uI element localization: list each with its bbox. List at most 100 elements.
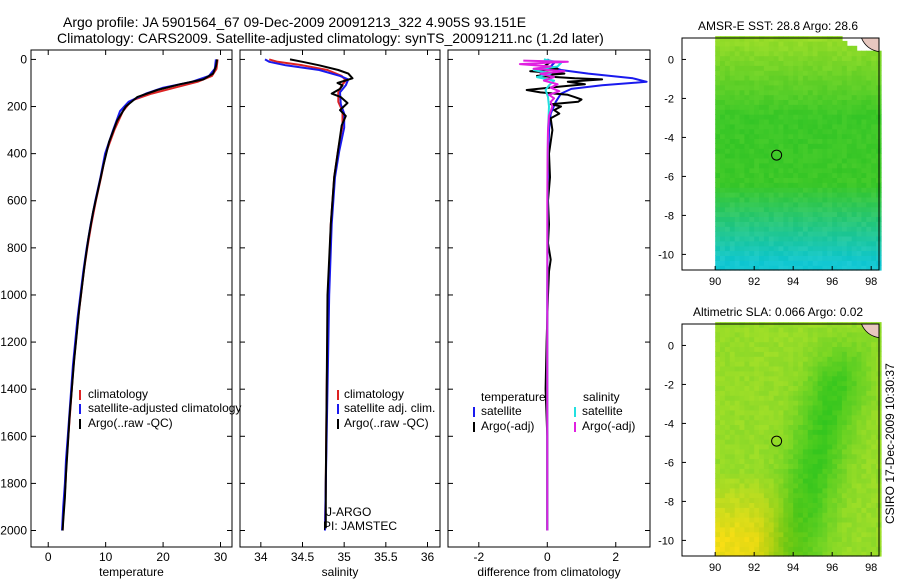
sst_map-cell (754, 206, 760, 213)
sst_map-cell (778, 138, 784, 144)
sla_map-cell (832, 404, 838, 411)
sla_map-cell (783, 341, 789, 347)
sla_map-cell (759, 443, 765, 450)
sla_map-cell (807, 380, 814, 386)
depth-tick-label: 1200 (0, 335, 27, 349)
sla_map-cell (802, 429, 809, 435)
sst_map-cell (720, 192, 726, 198)
sst_map-cell (856, 128, 863, 135)
sla_map-cell (724, 526, 731, 533)
sla_map-cell (861, 375, 867, 382)
sla_map-cell (807, 336, 814, 343)
sla_map-cell (812, 356, 819, 362)
sst_map-cell (822, 133, 828, 139)
sst_map-cell (802, 192, 809, 198)
sst_map-cell (861, 99, 867, 105)
sst_map-cell (783, 123, 789, 130)
sst_map-cell (729, 226, 736, 232)
sst_map-cell (832, 187, 838, 193)
sst_map-cell (802, 114, 809, 120)
sst_map-cell (871, 260, 877, 266)
sst_map-cell (841, 167, 848, 174)
sst_map-cell (817, 114, 824, 120)
sla_map-cell (788, 453, 794, 460)
sst_map-cell (749, 133, 755, 139)
sst_map-cell (802, 60, 809, 66)
sla_map-cell (871, 468, 877, 474)
sst_map-cell (773, 172, 780, 178)
sst_map-cell (739, 162, 745, 169)
sst_map-cell (754, 187, 760, 193)
sla_map-cell (841, 502, 848, 508)
sla_map-cell (744, 356, 750, 362)
sla_map-cell (866, 463, 872, 469)
sst_map-cell (783, 231, 789, 237)
sla_map-cell (783, 526, 789, 533)
sla_map-cell (827, 400, 833, 406)
sla_map-cell (739, 546, 745, 552)
sla_map-cell (739, 341, 745, 347)
temperature-xtick-label: 10 (99, 550, 113, 564)
sla_map-cell (861, 453, 867, 460)
sst_map-cell (729, 104, 736, 110)
sla_map-cell (807, 385, 814, 391)
sla_map-cell (763, 404, 770, 411)
sst_map-cell (754, 226, 760, 232)
sst_map-cell (788, 75, 794, 81)
sla_map-cell (802, 375, 809, 382)
sst_map-cell (773, 123, 780, 130)
sla_map-cell (720, 356, 726, 362)
sst_map-cell (729, 75, 736, 81)
sst_map-cell (773, 231, 780, 237)
sst_map-cell (832, 114, 838, 120)
sst_map-cell (739, 40, 745, 47)
sst_map-cell (851, 231, 858, 237)
sla_map-cell (744, 502, 750, 508)
sla_map-cell (851, 356, 858, 362)
sla_map-cell (827, 478, 833, 484)
sla_map-cell (793, 468, 799, 474)
sst_map-cell (798, 240, 804, 247)
sla_map-cell (802, 463, 809, 469)
sst_map-cell (812, 216, 819, 222)
sla_map-cell (724, 497, 731, 503)
sst_map-cell (812, 177, 819, 183)
sst_map-cell (778, 226, 784, 232)
sst_map-cell (837, 221, 843, 227)
sla_map-cell (841, 322, 848, 328)
sst_map-cell (827, 265, 833, 271)
sst_map-cell (841, 162, 848, 169)
sst_map-cell (817, 70, 824, 76)
sla_map-cell (715, 395, 721, 401)
sst_map-cell (866, 157, 872, 164)
sla_map-cell (773, 390, 780, 396)
sst_map-ytick-label: -8 (664, 210, 674, 222)
sla_map-cell (841, 439, 848, 445)
sla_map-cell (734, 370, 741, 377)
sst_map-cell (759, 235, 765, 242)
sla_map-cell (724, 336, 731, 343)
header-line-1: Argo profile: JA 5901564_67 09-Dec-2009 … (63, 14, 526, 30)
sst_map-cell (768, 187, 775, 193)
sst_map-cell (822, 157, 828, 164)
sla_map-cell (754, 536, 760, 542)
sla_map-cell (827, 365, 833, 372)
sst_map-cell (778, 79, 784, 86)
sst_map-cell (754, 84, 760, 91)
sst_map-cell (832, 89, 838, 96)
sst_map-cell (798, 226, 804, 232)
sla_map-cell (822, 375, 828, 382)
sla_map-cell (856, 453, 863, 460)
sst_map-cell (856, 143, 863, 149)
sla_map-cell (739, 346, 745, 352)
sst_map-cell (724, 36, 731, 42)
sla_map-cell (724, 395, 731, 401)
sst_map-cell (798, 138, 804, 144)
salinity-xtick-label: 35.5 (374, 550, 398, 564)
sst_map-cell (827, 123, 833, 130)
sla_map-cell (866, 424, 872, 430)
sla_map-cell (783, 404, 789, 411)
sst_map-cell (832, 128, 838, 135)
sla_map-cell (715, 507, 721, 513)
sla_map-cell (715, 551, 721, 557)
